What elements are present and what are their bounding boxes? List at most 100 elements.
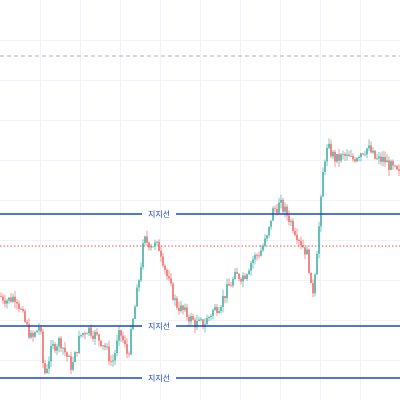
candle [268, 226, 270, 238]
candle [100, 340, 102, 348]
candle [2, 293, 4, 304]
candle [362, 152, 364, 156]
candle [318, 221, 320, 259]
candle [162, 253, 164, 268]
candle [86, 332, 88, 335]
candle [226, 278, 228, 303]
candle [286, 204, 288, 221]
candle [104, 342, 106, 351]
candle [280, 194, 282, 209]
candle [188, 314, 190, 327]
support-line: 지지선 [0, 322, 400, 331]
candle [52, 339, 54, 350]
candle [344, 152, 346, 161]
candle [190, 312, 192, 325]
candle [282, 197, 284, 215]
candle [354, 157, 356, 163]
candle [36, 330, 38, 333]
candle [106, 343, 108, 350]
candle [366, 147, 368, 159]
candle [8, 297, 10, 304]
candle [314, 272, 316, 297]
candle [178, 301, 180, 316]
candle [102, 345, 104, 350]
candle [84, 331, 86, 340]
candle [358, 155, 360, 162]
candle [260, 244, 262, 257]
candle [172, 282, 174, 301]
candle [220, 304, 222, 314]
candle [98, 333, 100, 347]
candle [88, 326, 90, 336]
candle [216, 303, 218, 316]
candle [210, 314, 212, 321]
candle [214, 303, 216, 311]
support-line-label: 지지선 [148, 210, 170, 219]
candle [166, 268, 168, 281]
candle [16, 299, 18, 310]
candle [300, 236, 302, 250]
candle [218, 306, 220, 314]
candle [240, 277, 242, 285]
candle [258, 251, 260, 259]
candle [384, 151, 386, 167]
candle [74, 350, 76, 363]
candle [224, 295, 226, 304]
candle [126, 338, 128, 359]
candle [130, 324, 132, 356]
candle [340, 153, 342, 163]
candle [378, 151, 380, 164]
candle [72, 356, 74, 372]
candle [138, 279, 140, 292]
candle [10, 293, 12, 303]
candle [264, 234, 266, 248]
candle [222, 289, 224, 313]
candle [326, 144, 328, 167]
candle [394, 164, 396, 168]
candle [170, 273, 172, 287]
candle [242, 272, 244, 288]
candle [256, 253, 258, 261]
candle [374, 150, 376, 160]
candle [80, 334, 82, 338]
candle [196, 315, 198, 331]
candle [156, 241, 158, 246]
candle [70, 351, 72, 375]
candle [92, 330, 94, 342]
candle [292, 218, 294, 234]
support-line: 지지선 [0, 374, 400, 383]
candle [118, 326, 120, 346]
candle [68, 354, 70, 358]
candle [48, 356, 50, 375]
candle [386, 154, 388, 163]
candle [58, 336, 60, 353]
candle [376, 154, 378, 160]
candle [76, 351, 78, 357]
candle [244, 273, 246, 280]
candle [50, 339, 52, 367]
candle [212, 308, 214, 320]
candle [54, 341, 56, 353]
candle [34, 331, 36, 339]
candle [232, 276, 234, 288]
candle [144, 235, 146, 246]
candle [112, 354, 114, 368]
candle [146, 230, 148, 247]
candle [304, 247, 306, 260]
candle [154, 239, 156, 251]
candle [182, 304, 184, 315]
candle [262, 243, 264, 252]
candle [252, 256, 254, 269]
candle [122, 331, 124, 343]
candle [352, 153, 354, 162]
candle [234, 268, 236, 280]
candle [324, 159, 326, 176]
candle [150, 243, 152, 251]
candle [114, 349, 116, 365]
candle [32, 330, 34, 342]
candle [12, 293, 14, 303]
candle [356, 157, 358, 163]
candle [20, 306, 22, 311]
candle [142, 239, 144, 270]
